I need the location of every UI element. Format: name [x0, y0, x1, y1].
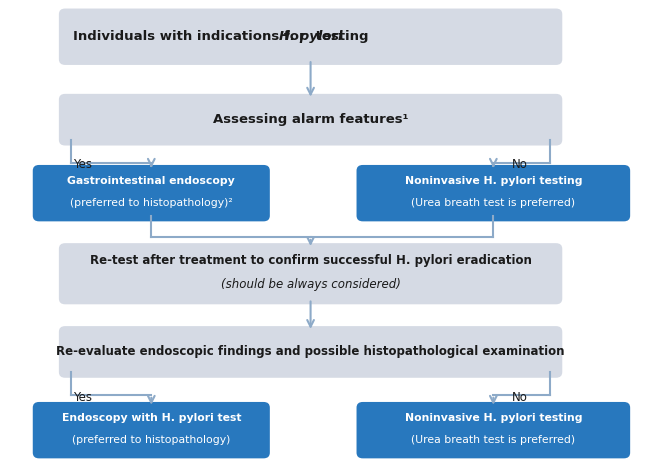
Text: Endoscopy with H. pylori test: Endoscopy with H. pylori test [62, 413, 241, 423]
Text: No: No [512, 391, 528, 404]
FancyBboxPatch shape [357, 165, 630, 221]
FancyBboxPatch shape [32, 165, 270, 221]
Text: Re-test after treatment to confirm successful H. pylori eradication: Re-test after treatment to confirm succe… [90, 255, 532, 267]
Text: No: No [512, 158, 528, 172]
FancyBboxPatch shape [59, 243, 562, 304]
Text: (preferred to histopathology): (preferred to histopathology) [72, 435, 231, 445]
Text: (preferred to histopathology)²: (preferred to histopathology)² [70, 198, 233, 208]
FancyBboxPatch shape [59, 94, 562, 146]
FancyBboxPatch shape [32, 402, 270, 458]
Text: testing: testing [311, 30, 369, 43]
Text: Individuals with indications for: Individuals with indications for [73, 30, 311, 43]
FancyBboxPatch shape [59, 9, 562, 65]
Text: Yes: Yes [73, 158, 92, 172]
Text: Gastrointestinal endoscopy: Gastrointestinal endoscopy [68, 176, 235, 186]
Text: (should be always considered): (should be always considered) [220, 278, 400, 291]
Text: Re-evaluate endoscopic findings and possible histopathological examination: Re-evaluate endoscopic findings and poss… [57, 346, 565, 358]
Text: (Urea breath test is preferred): (Urea breath test is preferred) [411, 198, 575, 208]
Text: Assessing alarm features¹: Assessing alarm features¹ [213, 113, 408, 126]
FancyBboxPatch shape [357, 402, 630, 458]
Text: H. pylori: H. pylori [279, 30, 343, 43]
FancyBboxPatch shape [59, 326, 562, 378]
Text: Yes: Yes [73, 391, 92, 404]
Text: Noninvasive H. pylori testing: Noninvasive H. pylori testing [404, 176, 582, 186]
Text: Noninvasive H. pylori testing: Noninvasive H. pylori testing [404, 413, 582, 423]
Text: (Urea breath test is preferred): (Urea breath test is preferred) [411, 435, 575, 445]
